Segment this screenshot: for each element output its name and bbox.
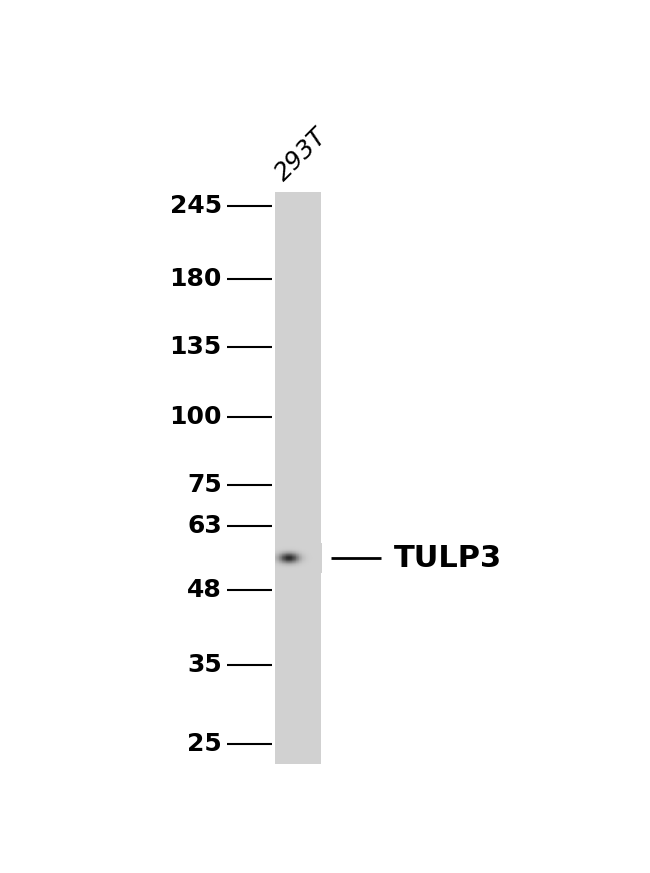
- Text: 100: 100: [169, 405, 222, 430]
- Bar: [275, 192, 321, 764]
- Text: 135: 135: [170, 334, 222, 359]
- Text: 25: 25: [187, 732, 222, 756]
- Text: 63: 63: [187, 514, 222, 538]
- Text: 35: 35: [187, 653, 222, 677]
- Text: 48: 48: [187, 578, 222, 602]
- Text: 293T: 293T: [271, 124, 332, 185]
- Text: 245: 245: [170, 194, 222, 218]
- Text: 180: 180: [170, 267, 222, 291]
- Text: TULP3: TULP3: [394, 544, 502, 573]
- Text: 75: 75: [187, 473, 222, 497]
